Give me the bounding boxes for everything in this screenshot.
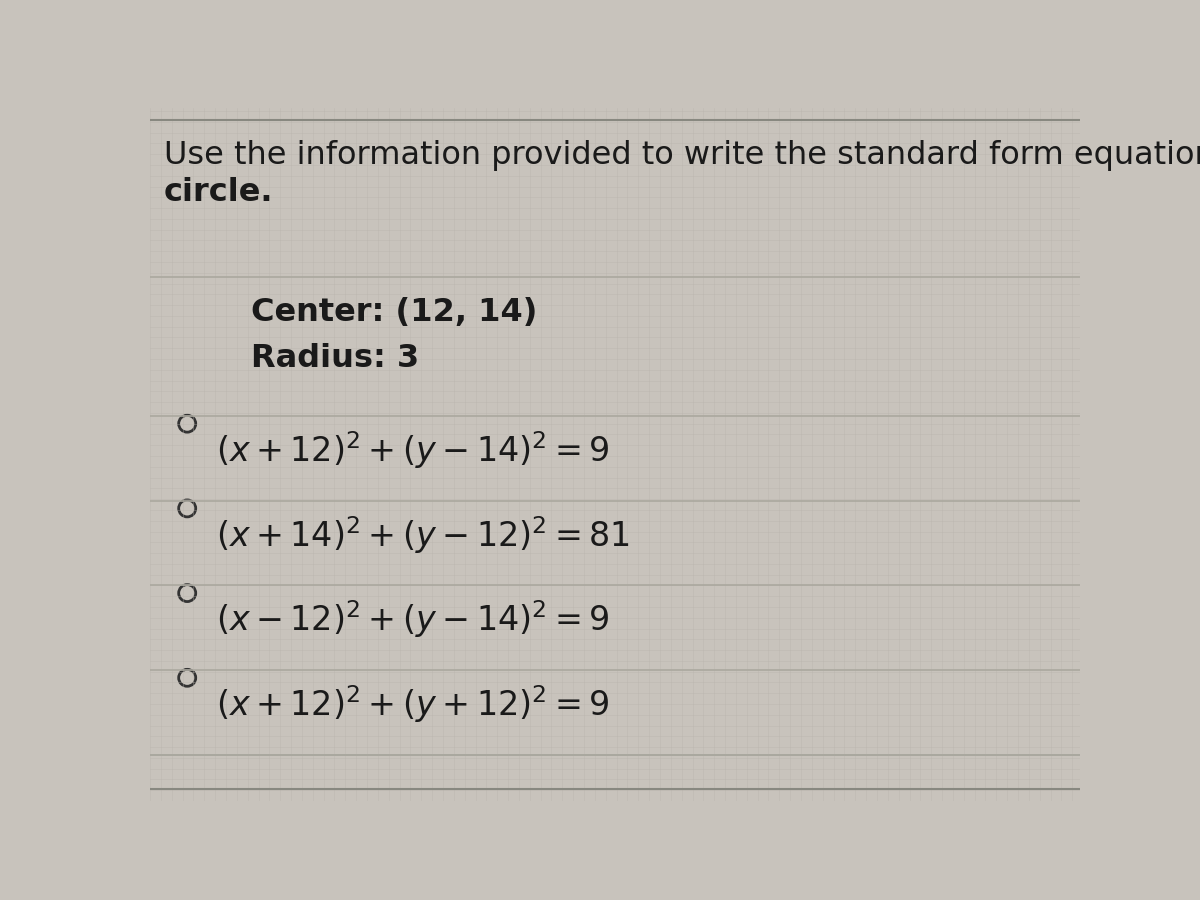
Text: circle.: circle. xyxy=(164,177,274,208)
Text: $(x + 12)^2 + (y + 12)^2 = 9$: $(x + 12)^2 + (y + 12)^2 = 9$ xyxy=(216,683,610,725)
Bar xyxy=(150,108,1080,277)
Text: Radius: 3: Radius: 3 xyxy=(251,343,419,373)
Text: $(x + 14)^2 + (y - 12)^2 = 81$: $(x + 14)^2 + (y - 12)^2 = 81$ xyxy=(216,514,630,555)
Text: $(x + 12)^2 + (y - 14)^2 = 9$: $(x + 12)^2 + (y - 14)^2 = 9$ xyxy=(216,429,610,471)
Text: $(x - 12)^2 + (y - 14)^2 = 9$: $(x - 12)^2 + (y - 14)^2 = 9$ xyxy=(216,598,610,640)
Text: Use the information provided to write the standard form equation of a: Use the information provided to write th… xyxy=(164,140,1200,171)
Text: Center: (12, 14): Center: (12, 14) xyxy=(251,297,538,328)
